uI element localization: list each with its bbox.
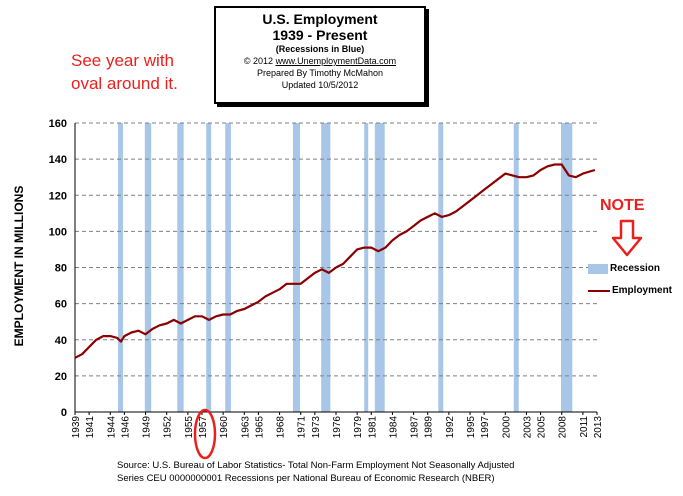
- y-tick-label: 100: [49, 226, 67, 238]
- source-line2: Series CEU 0000000001 Recessions per Nat…: [117, 473, 495, 484]
- y-tick-label: 160: [49, 118, 67, 130]
- recession-band: [321, 123, 331, 412]
- y-tick-label: 40: [55, 335, 67, 347]
- legend-recession-label: Recession: [610, 263, 661, 274]
- x-tick-label: 2005: [537, 416, 548, 439]
- legend-employment: Employment: [588, 285, 672, 296]
- x-tick-label: 1976: [332, 416, 343, 439]
- site-link[interactable]: www.UnemploymentData.com: [275, 56, 397, 66]
- note-annotation: NOTE: [600, 197, 645, 214]
- updated-date: Updated 10/5/2012: [281, 80, 359, 90]
- x-tick-label: 2011: [579, 416, 590, 438]
- y-tick-label: 0: [61, 407, 67, 419]
- x-tick-label: 1963: [240, 416, 251, 439]
- x-tick-label: 1971: [297, 416, 308, 439]
- recession-swatch: [588, 263, 608, 274]
- down-arrow-icon: [611, 219, 643, 257]
- recession-band: [225, 123, 231, 412]
- title-box: U.S. Employment 1939 - Present (Recessio…: [214, 6, 426, 104]
- legend-employment-label: Employment: [612, 285, 673, 296]
- see-year-annotation: See year with oval around it.: [71, 49, 211, 95]
- chart-title: U.S. Employment: [262, 11, 378, 27]
- x-tick-label: 1973: [311, 416, 322, 439]
- x-tick-label: 1987: [410, 416, 421, 439]
- chart-subtitle: 1939 - Present: [272, 27, 368, 43]
- x-tick-label: 1957: [198, 416, 209, 439]
- x-tick-label: 1955: [184, 416, 195, 439]
- highlight-oval: [193, 408, 217, 460]
- employment-series-line: [74, 163, 596, 359]
- x-tick-label: 1984: [388, 416, 399, 439]
- x-tick-label: 1941: [85, 416, 96, 439]
- x-tick-label: 2003: [522, 416, 533, 439]
- copyright-text: © 2012: [243, 56, 274, 66]
- employment-swatch: [588, 289, 610, 292]
- y-tick-label: 20: [55, 371, 67, 383]
- x-tick-label: 1946: [120, 416, 131, 439]
- x-tick-label: 1989: [424, 416, 435, 439]
- x-tick-label: 1952: [163, 416, 174, 439]
- x-tick-label: 1981: [367, 416, 378, 439]
- y-tick-label: 120: [49, 190, 67, 202]
- gridlines: [75, 122, 597, 377]
- see-year-line1: See year with: [71, 51, 174, 70]
- recession-band: [364, 123, 369, 412]
- x-tick-label: 2013: [593, 416, 604, 439]
- x-tick-labels: 1939 1941 1944 1946 1949 1952 1955 1957 1960 1963…: [71, 412, 604, 438]
- recessions-note: (Recessions in Blue): [275, 44, 365, 54]
- y-tick-label: 60: [55, 299, 67, 311]
- y-tick-label: 80: [55, 263, 67, 275]
- legend-recession: Recession: [588, 263, 660, 274]
- x-tick-label: 2008: [558, 416, 569, 439]
- x-tick-label: 1939: [71, 416, 82, 439]
- source-note: Source: U.S. Bureau of Labor Statistics-…: [117, 459, 514, 485]
- x-tick-label: 1995: [466, 416, 477, 439]
- x-tick-label: 1968: [276, 416, 287, 439]
- y-tick-labels: 0 20 40 60 80 100 120 140 160: [49, 118, 67, 419]
- copyright-line: © 2012 www.UnemploymentData.com: [216, 55, 424, 67]
- x-tick-label: 1979: [353, 416, 364, 439]
- x-tick-label: 1949: [142, 416, 153, 439]
- x-tick-label: 1960: [219, 416, 230, 439]
- x-tick-label: 1992: [445, 416, 456, 439]
- x-tick-label: 1997: [480, 416, 491, 439]
- prepared-by: Prepared By Timothy McMahon: [256, 68, 384, 78]
- y-axis-label: EMPLOYMENT IN MILLIONS: [12, 185, 26, 347]
- x-tick-label: 1965: [254, 416, 265, 439]
- see-year-line2: oval around it.: [71, 74, 178, 93]
- x-tick-label: 1944: [106, 416, 117, 439]
- source-line1: Source: U.S. Bureau of Labor Statistics-…: [117, 460, 515, 471]
- recession-band: [292, 123, 301, 412]
- x-tick-label: 2000: [501, 416, 512, 439]
- y-tick-label: 140: [49, 154, 67, 166]
